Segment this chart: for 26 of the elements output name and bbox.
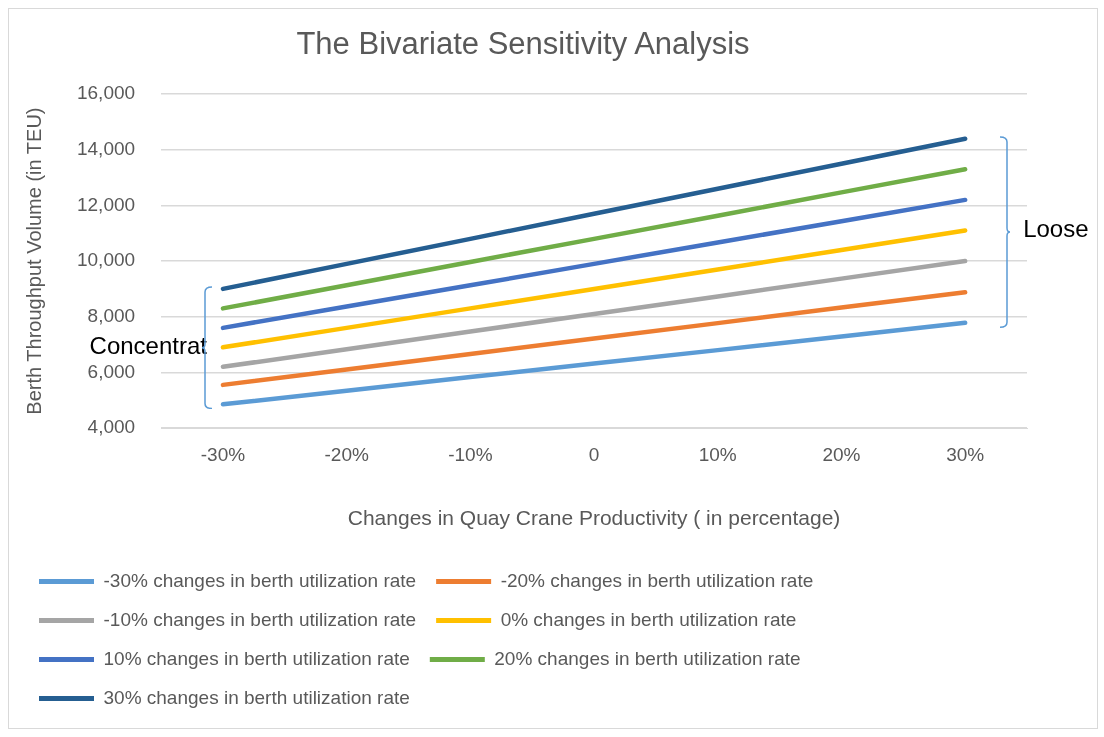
y-tick-label: 10,000 [76, 249, 136, 271]
x-tick-label: 30% [946, 443, 985, 465]
y-tick-label: 14,000 [76, 138, 136, 160]
x-tick-label: 0 [588, 443, 600, 465]
legend-label: 30% changes in berth utilization rate [103, 686, 410, 708]
x-tick-label: -10% [448, 443, 493, 465]
x-tick-label: 20% [822, 443, 861, 465]
legend-label: 10% changes in berth utilization rate [103, 647, 410, 669]
y-tick-label: 12,000 [76, 193, 136, 215]
legend-label: -20% changes in berth utilization rate [500, 569, 814, 591]
y-tick-label: 16,000 [76, 82, 136, 104]
legend-label: -30% changes in berth utilization rate [103, 569, 417, 591]
annotation: Concentrat [89, 331, 208, 359]
x-tick-label: -20% [324, 443, 369, 465]
x-tick-label: -30% [200, 443, 246, 465]
chart-title: The Bivariate Sensitivity Analysis [296, 26, 750, 62]
y-tick-label: 4,000 [87, 416, 136, 438]
y-tick-label: 8,000 [87, 304, 136, 326]
legend-label: 0% changes in berth utilization rate [500, 608, 797, 630]
x-tick-label: 10% [698, 443, 737, 465]
legend-label: 20% changes in berth utilization rate [494, 647, 801, 669]
x-axis-title: Changes in Quay Crane Productivity ( in percentage) [347, 506, 841, 530]
legend-label: -10% changes in berth utilization rate [103, 608, 417, 630]
y-tick-label: 6,000 [87, 360, 136, 382]
y-axis-title: Berth Throughput Volume (in TEU) [22, 107, 45, 415]
annotation: Loose [1023, 215, 1089, 243]
